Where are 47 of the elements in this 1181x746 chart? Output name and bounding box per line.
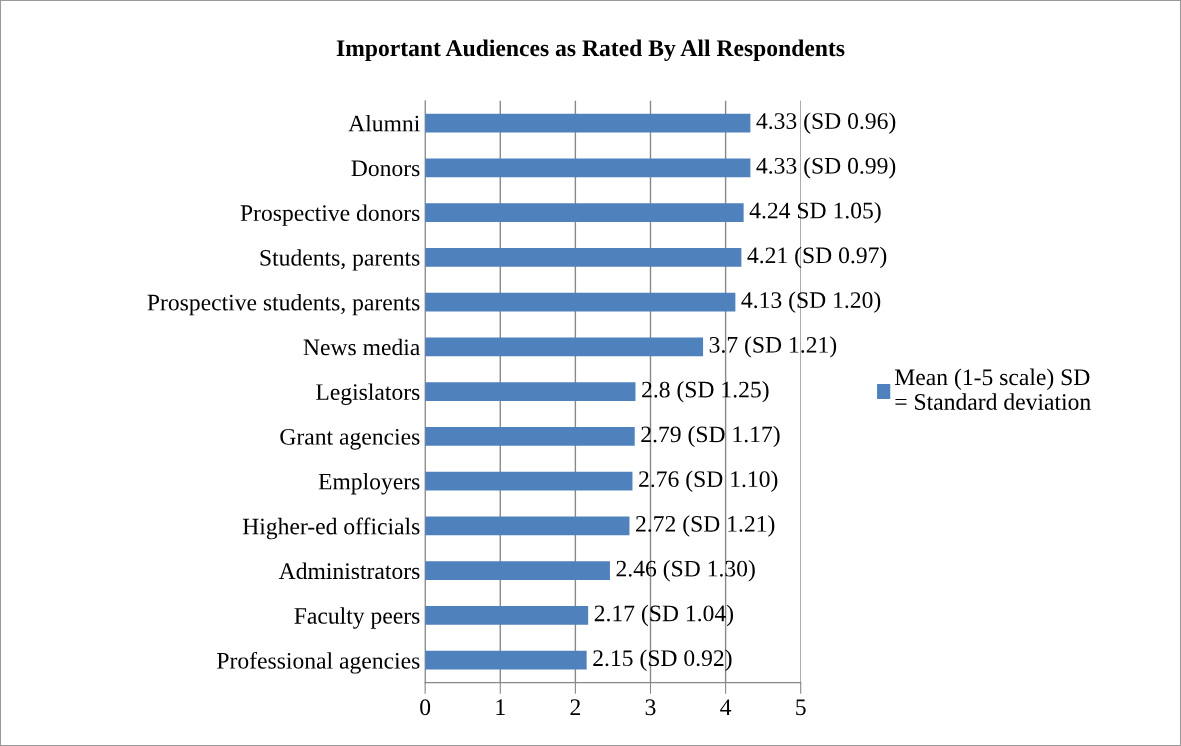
x-tick-label: 5 [796, 699, 806, 716]
y-tick-label: Grant agencies [280, 428, 420, 450]
bar [425, 471, 633, 491]
y-tick-label: Administrators [278, 562, 420, 580]
data-label: 2.46 (SD 1.30) [616, 559, 755, 582]
data-label: 2.17 (SD 1.04) [594, 604, 734, 627]
y-tick-label: Alumni [348, 114, 420, 132]
y-tick-label: News media [303, 338, 420, 356]
bar [425, 337, 704, 357]
bar [425, 113, 751, 133]
x-tick-label: 1 [496, 699, 505, 715]
bar [425, 516, 630, 536]
chart-title: Important Audiences as Rated By All Respondents [336, 39, 845, 62]
y-tick-label: Donors [351, 160, 420, 177]
bar [425, 158, 751, 178]
bar [425, 292, 736, 312]
data-label: 2.79 (SD 1.17) [641, 425, 780, 448]
y-tick-label: Higher-ed officials [242, 517, 420, 540]
data-label: 2.15 (SD 0.92) [593, 649, 732, 671]
bar [425, 203, 744, 223]
legend-label: Mean (1-5 scale) SD = Standard deviation [894, 368, 1091, 410]
x-tick-label: 3 [645, 699, 656, 716]
data-label: 2.76 (SD 1.10) [639, 470, 778, 492]
y-tick-label: Professional agencies [217, 651, 420, 674]
y-tick-label: Faculty peers [294, 607, 420, 629]
x-tick-label: 2 [570, 699, 580, 715]
bar [425, 247, 742, 267]
data-label: 3.7 (SD 1.21) [709, 336, 837, 358]
bar [425, 650, 587, 670]
x-tick-label: 4 [720, 699, 732, 715]
x-tick-label: 0 [420, 699, 431, 716]
bar [425, 382, 636, 402]
bar [425, 427, 635, 446]
y-tick-label: Students, parents [260, 249, 420, 271]
data-label: 2.72 (SD 1.21) [636, 515, 775, 537]
bar [425, 561, 610, 581]
data-label: 4.33 (SD 0.99) [756, 157, 896, 179]
data-label: 4.24 SD 1.05) [749, 201, 881, 224]
y-tick-label: Employers [318, 472, 420, 495]
bar [425, 606, 589, 625]
y-tick-label: Prospective donors [240, 204, 420, 226]
y-tick-label: Legislators [316, 383, 420, 405]
data-label: 2.8 (SD 1.25) [642, 380, 769, 403]
data-label: 4.13 (SD 1.20) [741, 291, 881, 313]
data-label: 4.33 (SD 0.96) [756, 112, 896, 134]
data-label: 4.21 (SD 0.97) [747, 246, 887, 269]
y-tick-label: Prospective students, parents [147, 293, 420, 316]
